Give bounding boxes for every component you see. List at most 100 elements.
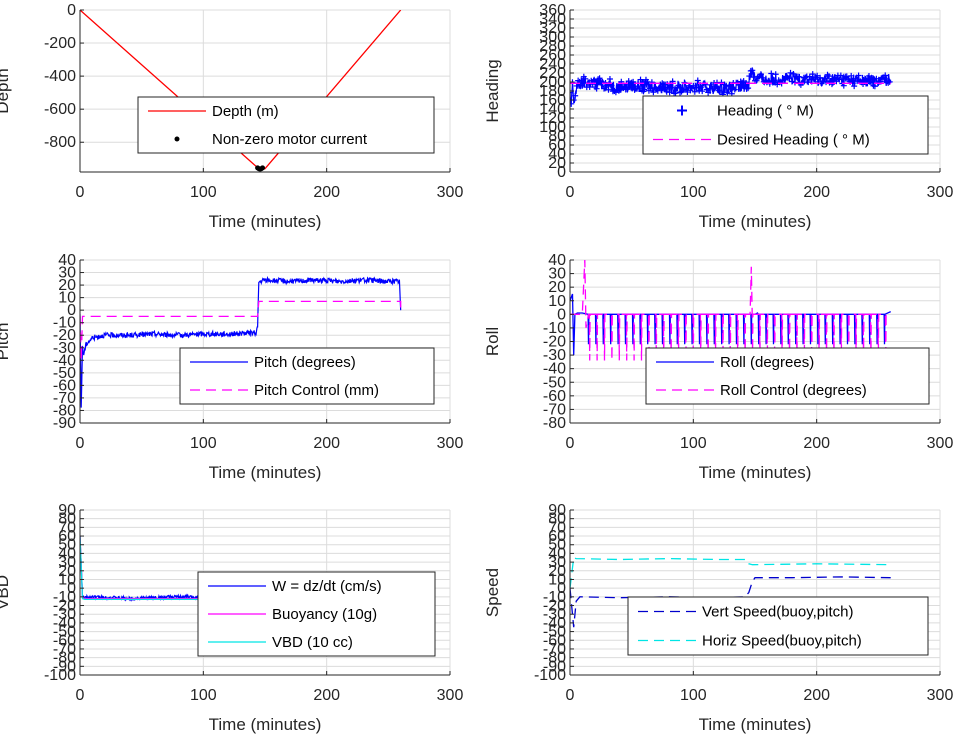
legend: W = dz/dt (cm/s) Buoyancy (10g) VBD (10 cc… [197,571,436,657]
y-tick-label: -80 [53,650,76,667]
series-group [80,275,402,408]
y-tick-label: -60 [543,388,566,405]
series-heading-m-marker [817,74,824,81]
y-tick-label: 40 [548,545,566,562]
x-tick-label: 0 [76,435,85,452]
series-group [570,67,893,107]
series-heading-m-marker [593,85,600,92]
y-axis-label: Depth [0,68,12,113]
legend-label: Non-zero motor current [212,131,368,148]
series-heading-m-marker [871,83,878,90]
series-heading-m-marker [828,81,835,88]
y-axis-label: VBD [0,575,12,610]
series-heading-m-marker [865,72,872,79]
series-heading-m-marker [851,83,858,90]
y-tick-label: -800 [44,134,76,151]
series-heading-m-marker [637,76,644,83]
series-heading-m-marker [836,76,843,83]
series-horiz-speed-buoy-pitch-line [570,556,891,589]
series-heading-m-marker [641,86,648,93]
legend-label: Pitch (degrees) [254,354,356,371]
y-tick-label: -100 [534,667,566,684]
y-tick-label: -20 [53,598,76,615]
legend: Roll (degrees) Roll Control (degrees) [645,347,930,405]
legend-label: Roll Control (degrees) [720,382,867,399]
legend: Depth (m) Non-zero motor current [137,96,435,154]
y-tick-label: -50 [543,374,566,391]
y-tick-label: 220 [539,65,566,82]
legend-marker [174,136,180,142]
series-heading-m-marker [883,75,890,82]
y-tick-label: 10 [58,571,76,588]
legend: Pitch (degrees) Pitch Control (mm) [179,347,435,405]
y-tick-label: 10 [548,293,566,310]
y-tick-label: -60 [543,632,566,649]
series-heading-m-marker [712,83,719,90]
x-tick-label: 0 [76,687,85,704]
series-pitch-degrees-line [80,275,402,408]
series-heading-m-marker [821,75,828,82]
legend-label: Buoyancy (10g) [272,606,377,623]
legend-label: Roll (degrees) [720,354,814,371]
legend-label: Pitch Control (mm) [254,382,379,399]
y-tick-label: 160 [539,92,566,109]
legend-label: Desired Heading ( ° M) [717,132,870,149]
y-tick-label: 0 [67,2,76,19]
series-heading-m-marker [606,76,613,83]
series-heading-m-marker [601,85,608,92]
y-tick-label: 40 [548,252,566,269]
series-heading-m-marker [591,76,598,83]
y-tick-label: 20 [548,563,566,580]
y-tick-label: 120 [539,110,566,127]
series-heading-m-marker [694,77,701,84]
x-tick-label: 200 [313,435,340,452]
chart-panel-heading: 0 100 200 300020406080100120140160180200220… [483,2,953,231]
series-heading-m-marker [826,73,832,80]
series-heading-m-marker [697,84,704,91]
series-vert-speed-buoy-pitch-line [570,576,891,628]
y-tick-label: 30 [548,554,566,571]
y-tick-label: 0 [557,164,566,181]
y-tick-label: 90 [58,502,76,519]
y-tick-label: -30 [543,606,566,623]
y-tick-label: 0 [67,302,76,319]
x-tick-label: 0 [566,184,575,201]
series-heading-m-marker [648,79,655,86]
y-tick-label: 20 [58,563,76,580]
legend-box [137,96,435,154]
y-tick-label: 320 [539,20,566,37]
legend-label: W = dz/dt (cm/s) [272,578,382,595]
y-axis-label: Roll [483,327,502,356]
series-non-zero-motor-current-point [260,165,266,171]
series-heading-m-marker [570,100,575,107]
chart-panel-vbd: 0 100 200 3009080706050403020100-10-20-30-4… [0,502,463,734]
y-tick-label: 100 [539,119,566,136]
chart-panel-roll: 0 100 200 300403020100-10-20-30-40-50-60-70… [483,252,953,482]
legend: Vert Speed(buoy,pitch) Horiz Speed(buoy,p… [627,596,929,656]
series-heading-m-marker [722,82,729,89]
series-heading-m-marker [579,82,586,89]
series-heading-m-marker [668,84,675,91]
x-axis-label: Time (minutes) [699,715,812,734]
legend-label: VBD (10 cc) [272,634,353,651]
series-heading-m-marker [699,88,706,95]
x-tick-label: 300 [437,435,464,452]
y-tick-label: 280 [539,38,566,55]
y-tick-label: 20 [548,155,566,172]
series-heading-m-marker [662,81,669,88]
y-tick-label: -40 [53,615,76,632]
series-heading-m-marker [768,70,775,77]
x-tick-label: 300 [927,435,954,452]
y-tick-label: 30 [58,265,76,282]
series-heading-m-marker [582,75,589,82]
series-heading-m-marker [679,87,686,94]
series-heading-m-marker [691,88,698,95]
legend-label: Horiz Speed(buoy,pitch) [702,633,862,650]
series-heading-m-marker [705,89,712,96]
y-tick-label: 60 [548,137,566,154]
y-tick-label: -80 [543,650,566,667]
y-tick-label: -30 [543,347,566,364]
y-tick-label: -80 [543,415,566,432]
y-tick-label: 80 [548,128,566,145]
series-heading-m-marker [605,86,612,93]
